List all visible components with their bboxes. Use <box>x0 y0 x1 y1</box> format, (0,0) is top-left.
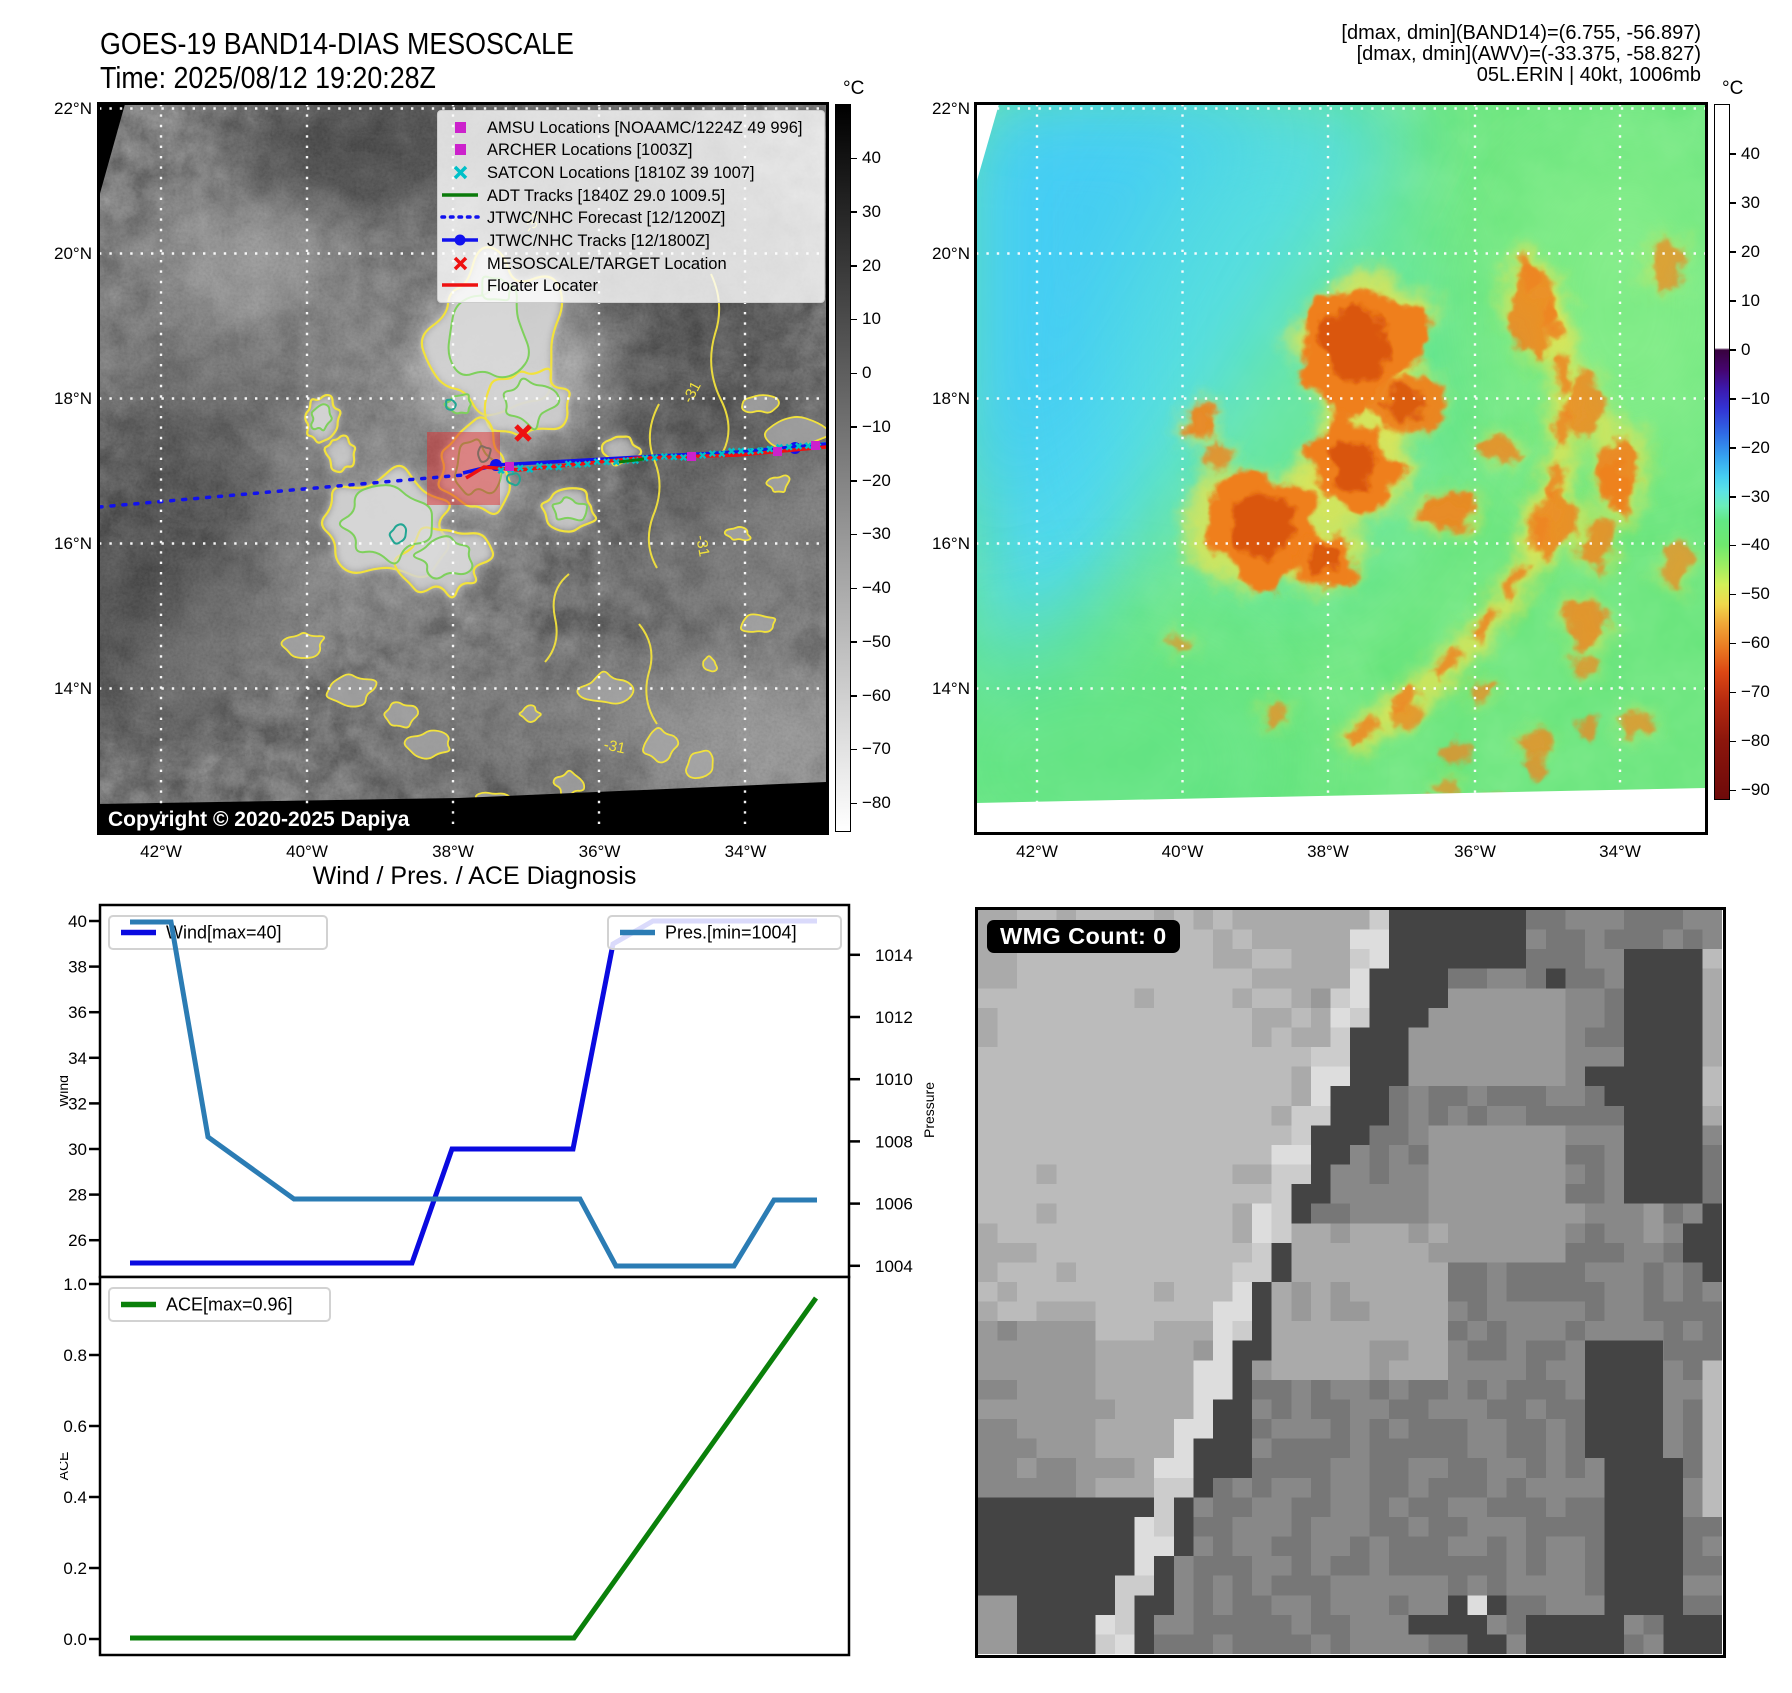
svg-text:28: 28 <box>68 1186 87 1205</box>
svg-text:Floater Locater: Floater Locater <box>487 277 598 295</box>
svg-text:38: 38 <box>68 958 87 977</box>
svg-text:0.4: 0.4 <box>63 1488 87 1507</box>
svg-text:-31: -31 <box>602 736 627 757</box>
svg-text:JTWC/NHC Forecast [12/1200Z]: JTWC/NHC Forecast [12/1200Z] <box>487 209 725 227</box>
svg-text:36: 36 <box>68 1003 87 1022</box>
svg-text:Pres.[min=1004]: Pres.[min=1004] <box>665 923 797 943</box>
svg-text:ADT Tracks [1840Z 29.0 1009.5]: ADT Tracks [1840Z 29.0 1009.5] <box>487 187 725 205</box>
svg-text:Wind: Wind <box>60 1075 71 1107</box>
svg-text:MESOSCALE/TARGET Location: MESOSCALE/TARGET Location <box>487 255 727 273</box>
svg-text:1004: 1004 <box>875 1257 913 1276</box>
svg-text:AMSU Locations [NOAAMC/1224Z 4: AMSU Locations [NOAAMC/1224Z 49 996] <box>487 119 802 137</box>
svg-text:0.6: 0.6 <box>63 1417 87 1436</box>
svg-text:ACE[max=0.96]: ACE[max=0.96] <box>166 1295 293 1315</box>
svg-text:ACE: ACE <box>60 1452 71 1481</box>
svg-text:JTWC/NHC Tracks [12/1800Z]: JTWC/NHC Tracks [12/1800Z] <box>487 232 710 250</box>
svg-text:26: 26 <box>68 1231 87 1250</box>
svg-text:0.0: 0.0 <box>63 1630 87 1649</box>
svg-text:1014: 1014 <box>875 946 913 965</box>
svg-text:34: 34 <box>68 1049 87 1068</box>
svg-text:1.0: 1.0 <box>63 1275 87 1294</box>
svg-text:Copyright © 2020-2025 Dapiya: Copyright © 2020-2025 Dapiya <box>108 808 410 831</box>
svg-text:0.8: 0.8 <box>63 1346 87 1365</box>
svg-text:ARCHER Locations [1003Z]: ARCHER Locations [1003Z] <box>487 141 692 159</box>
svg-text:1010: 1010 <box>875 1070 913 1089</box>
svg-text:Wind[max=40]: Wind[max=40] <box>166 923 282 943</box>
svg-text:1012: 1012 <box>875 1008 913 1027</box>
svg-text:40: 40 <box>68 912 87 931</box>
svg-text:SATCON Locations [1810Z 39 100: SATCON Locations [1810Z 39 1007] <box>487 164 755 182</box>
svg-text:-31: -31 <box>692 534 713 558</box>
svg-text:32: 32 <box>68 1094 87 1113</box>
svg-text:Pressure: Pressure <box>921 1082 937 1138</box>
svg-text:0.2: 0.2 <box>63 1559 87 1578</box>
svg-text:30: 30 <box>68 1140 87 1159</box>
svg-text:1008: 1008 <box>875 1132 913 1151</box>
svg-text:1006: 1006 <box>875 1195 913 1214</box>
